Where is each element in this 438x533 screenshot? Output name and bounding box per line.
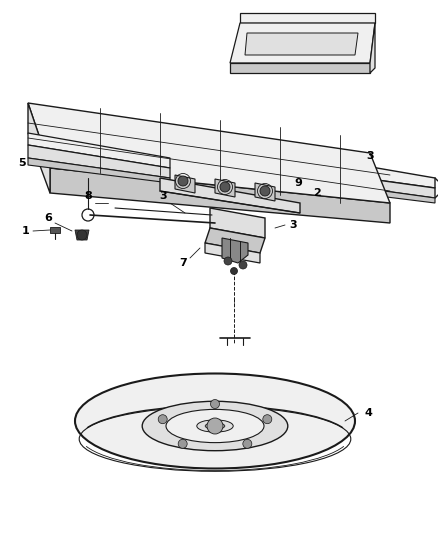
Text: 3: 3 (366, 151, 374, 161)
Circle shape (243, 439, 252, 448)
Circle shape (207, 418, 223, 434)
Ellipse shape (75, 374, 355, 469)
Polygon shape (75, 230, 89, 240)
Circle shape (178, 176, 188, 186)
Polygon shape (28, 133, 170, 168)
Polygon shape (245, 33, 358, 55)
Polygon shape (210, 208, 265, 238)
Text: 1: 1 (22, 226, 30, 236)
Polygon shape (230, 23, 375, 63)
Polygon shape (370, 23, 375, 73)
Polygon shape (50, 168, 390, 223)
Circle shape (77, 230, 87, 240)
Polygon shape (50, 227, 60, 233)
Circle shape (230, 268, 237, 274)
Text: 3: 3 (289, 220, 297, 230)
Polygon shape (205, 243, 260, 263)
Polygon shape (205, 228, 265, 253)
Circle shape (211, 400, 219, 408)
Polygon shape (222, 238, 248, 263)
Polygon shape (290, 153, 435, 188)
Polygon shape (28, 103, 50, 193)
Polygon shape (290, 178, 435, 203)
Text: 2: 2 (313, 188, 321, 198)
Ellipse shape (197, 420, 233, 432)
Polygon shape (28, 158, 170, 183)
Polygon shape (240, 13, 375, 23)
Circle shape (220, 182, 230, 192)
Text: 7: 7 (179, 258, 187, 268)
Circle shape (239, 261, 247, 269)
Circle shape (263, 415, 272, 424)
Text: 8: 8 (84, 191, 92, 201)
Polygon shape (290, 168, 435, 198)
Polygon shape (285, 151, 290, 185)
Text: 9: 9 (294, 178, 302, 188)
Polygon shape (160, 178, 300, 213)
Ellipse shape (142, 401, 288, 451)
Polygon shape (255, 183, 275, 201)
Polygon shape (230, 63, 370, 73)
Circle shape (224, 257, 232, 265)
Circle shape (260, 186, 270, 196)
Circle shape (158, 415, 167, 424)
Polygon shape (28, 103, 390, 203)
Text: 6: 6 (44, 213, 52, 223)
Circle shape (178, 439, 187, 448)
Polygon shape (175, 175, 195, 193)
Text: 4: 4 (364, 408, 372, 418)
Text: 5: 5 (18, 158, 26, 168)
Polygon shape (215, 179, 235, 197)
Ellipse shape (205, 423, 225, 429)
Ellipse shape (166, 409, 264, 442)
Polygon shape (28, 145, 170, 178)
Text: 3: 3 (159, 191, 167, 201)
